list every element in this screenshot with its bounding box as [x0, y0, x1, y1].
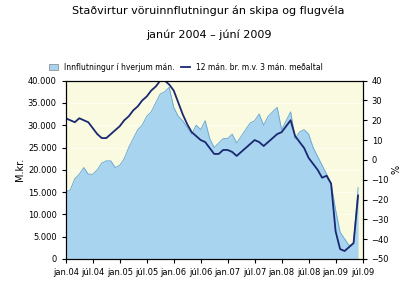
Y-axis label: %: %: [392, 165, 402, 174]
Text: Staðvirtur vöruinnflutningur án skipa og flugvéla: Staðvirtur vöruinnflutningur án skipa og…: [72, 6, 345, 16]
Y-axis label: M.kr.: M.kr.: [15, 158, 25, 181]
Legend: Innflutningur í hverjum mán., 12 mán. br. m.v. 3 mán. meðaltal: Innflutningur í hverjum mán., 12 mán. br…: [46, 60, 326, 74]
Text: janúr 2004 – júní 2009: janúr 2004 – júní 2009: [146, 29, 271, 40]
